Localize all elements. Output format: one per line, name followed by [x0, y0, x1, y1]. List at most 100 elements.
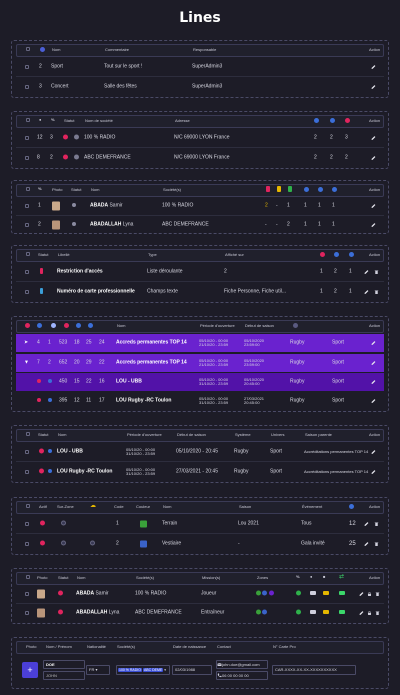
- row-checkbox[interactable]: [25, 135, 29, 140]
- edit-icon[interactable]: [371, 204, 376, 209]
- row-checkbox[interactable]: [25, 449, 29, 454]
- edit-icon[interactable]: [371, 399, 376, 404]
- edit-icon[interactable]: [359, 611, 364, 616]
- col-statut[interactable]: Statut: [58, 575, 69, 580]
- edit-icon[interactable]: [364, 269, 369, 274]
- add-photo-button[interactable]: +: [22, 662, 38, 678]
- table-row[interactable]: 8 2 ABC DEMEFRANCE N/C 69000 LYON France…: [16, 148, 384, 167]
- company-select[interactable]: 100 % RADIO ABC DEME ▾: [116, 665, 170, 675]
- edit-icon[interactable]: [371, 155, 376, 160]
- col-statut[interactable]: Statut: [71, 187, 82, 192]
- birthdate-input[interactable]: 02/03/1988: [172, 665, 212, 675]
- col-parente[interactable]: Saison parente: [305, 432, 332, 437]
- col-nom[interactable]: Nom: [52, 47, 61, 52]
- table-row[interactable]: ABADALLAH Lyna ABC DEMEFRANCE Entraîneur: [16, 604, 384, 622]
- col-societe[interactable]: Nom de société: [85, 118, 113, 123]
- col-zones[interactable]: Zones: [257, 575, 269, 580]
- company-tag[interactable]: 100 % RADIO: [118, 668, 142, 672]
- col-adresse[interactable]: Adresse: [175, 118, 190, 123]
- col-nom[interactable]: Nom: [163, 504, 172, 509]
- row-checkbox[interactable]: [25, 269, 29, 274]
- edit-icon[interactable]: [371, 469, 376, 474]
- select-all-checkbox[interactable]: [26, 187, 30, 191]
- col-statut[interactable]: Statut: [38, 252, 49, 257]
- row-checkbox[interactable]: [25, 541, 29, 546]
- table-row[interactable]: 1 ABADA Samir 100 % RADIO 2 - 1 1 1 1: [16, 197, 384, 216]
- col-statut[interactable]: Statut: [38, 432, 49, 437]
- delete-icon[interactable]: [374, 269, 379, 274]
- table-row[interactable]: 2 ABADALLAH Lyna ABC DEMEFRANCE - - 2 1 …: [16, 216, 384, 233]
- col-affiche[interactable]: Affiché sur: [225, 252, 244, 257]
- edit-icon[interactable]: [364, 289, 369, 294]
- company-tag[interactable]: ABC DEME: [142, 668, 164, 672]
- col-societe[interactable]: Société(s): [163, 187, 182, 192]
- email-field[interactable]: john.doe@gmail.com: [216, 660, 268, 669]
- firstname-input[interactable]: JOHN: [43, 671, 85, 680]
- row-checkbox[interactable]: [25, 592, 29, 596]
- col-debut[interactable]: Début de saison: [177, 432, 206, 437]
- col-responsable[interactable]: Responsable: [193, 47, 217, 52]
- table-row[interactable]: LOU Rugby -RC Toulon 05/10/20 - 00:00 31/…: [16, 462, 384, 481]
- card-number-input[interactable]: CAR-XXXX-XX-XX-XXXXXXXXXX: [272, 665, 356, 675]
- edit-icon[interactable]: [371, 361, 376, 366]
- active-toggle-icon[interactable]: [40, 520, 45, 527]
- col-nom[interactable]: Nom: [91, 187, 100, 192]
- table-row[interactable]: Restriction d'accès Liste déroulante 2 1…: [16, 262, 384, 282]
- lastname-input[interactable]: DOE: [43, 660, 85, 669]
- col-periode[interactable]: Période d'ouverture: [127, 432, 162, 437]
- nationality-select[interactable]: FR ▾: [86, 665, 110, 675]
- row-checkbox[interactable]: [25, 84, 29, 89]
- col-actif[interactable]: Actif: [39, 504, 47, 509]
- table-row[interactable]: Numéro de carte professionnelle Champs t…: [16, 282, 384, 301]
- table-row[interactable]: 2 Sport Tout sur le sport ! SuperAdmin3: [16, 57, 384, 77]
- select-all-checkbox[interactable]: [26, 575, 30, 579]
- collapse-icon[interactable]: ▼: [24, 359, 29, 366]
- delete-icon[interactable]: [374, 289, 379, 294]
- lock-icon[interactable]: [367, 611, 372, 616]
- table-row[interactable]: 450 15 22 16 LOU - UBB 05/10/20 - 00:00 3…: [16, 373, 384, 391]
- row-checkbox[interactable]: [25, 223, 29, 227]
- col-nom[interactable]: Nom: [58, 432, 67, 437]
- edit-icon[interactable]: [364, 521, 369, 526]
- active-toggle-icon[interactable]: [40, 540, 45, 547]
- col-code[interactable]: Code: [114, 504, 124, 509]
- row-checkbox[interactable]: [25, 204, 29, 208]
- row-checkbox[interactable]: [25, 64, 29, 69]
- col-periode[interactable]: Période d'ouverture: [200, 323, 235, 328]
- edit-icon[interactable]: [371, 341, 376, 346]
- select-all-checkbox[interactable]: [26, 504, 30, 508]
- edit-icon[interactable]: [371, 223, 376, 228]
- table-row[interactable]: 2 Vestiaire - Gala invité 25: [16, 534, 384, 553]
- row-checkbox[interactable]: [25, 469, 29, 474]
- col-mission[interactable]: Mission(s): [202, 575, 221, 580]
- edit-icon[interactable]: [371, 64, 376, 69]
- col-evenement[interactable]: Événement: [302, 504, 323, 509]
- col-societe[interactable]: Société(s): [136, 575, 155, 580]
- table-row[interactable]: LOU - UBB 05/10/20 - 00:00 31/10/20 - 23:…: [16, 442, 384, 462]
- status-icon[interactable]: [40, 287, 43, 296]
- col-statut[interactable]: Statut: [64, 118, 75, 123]
- row-checkbox[interactable]: [25, 289, 29, 294]
- status-icon[interactable]: [39, 448, 44, 455]
- table-row[interactable]: ABADA Samir 100 % RADIO Joueur: [16, 585, 384, 604]
- col-souszone[interactable]: Sur-Zone: [57, 504, 74, 509]
- col-libelle[interactable]: Libellé: [58, 252, 70, 257]
- phone-field[interactable]: 06 00 00 00 00: [216, 671, 268, 680]
- status-icon[interactable]: [40, 267, 43, 276]
- col-nom[interactable]: Nom: [117, 323, 126, 328]
- status-toggle-icon[interactable]: [63, 134, 68, 141]
- delete-icon[interactable]: [374, 541, 379, 546]
- col-systeme[interactable]: Système: [235, 432, 251, 437]
- edit-icon[interactable]: [371, 449, 376, 454]
- edit-icon[interactable]: [359, 592, 364, 597]
- table-row[interactable]: ➤ 4 1 523 18 25 24 Accreds permanentes T…: [16, 334, 384, 352]
- select-all-checkbox[interactable]: [26, 118, 30, 122]
- status-icon[interactable]: [39, 468, 44, 475]
- col-nom[interactable]: Nom: [77, 575, 86, 580]
- delete-icon[interactable]: [374, 521, 379, 526]
- status-toggle-icon[interactable]: [63, 154, 68, 161]
- table-row[interactable]: 12 3 100 % RADIO N/C 69000 LYON France 2…: [16, 128, 384, 148]
- select-all-checkbox[interactable]: [26, 432, 30, 436]
- edit-icon[interactable]: [364, 541, 369, 546]
- row-checkbox[interactable]: [25, 611, 29, 615]
